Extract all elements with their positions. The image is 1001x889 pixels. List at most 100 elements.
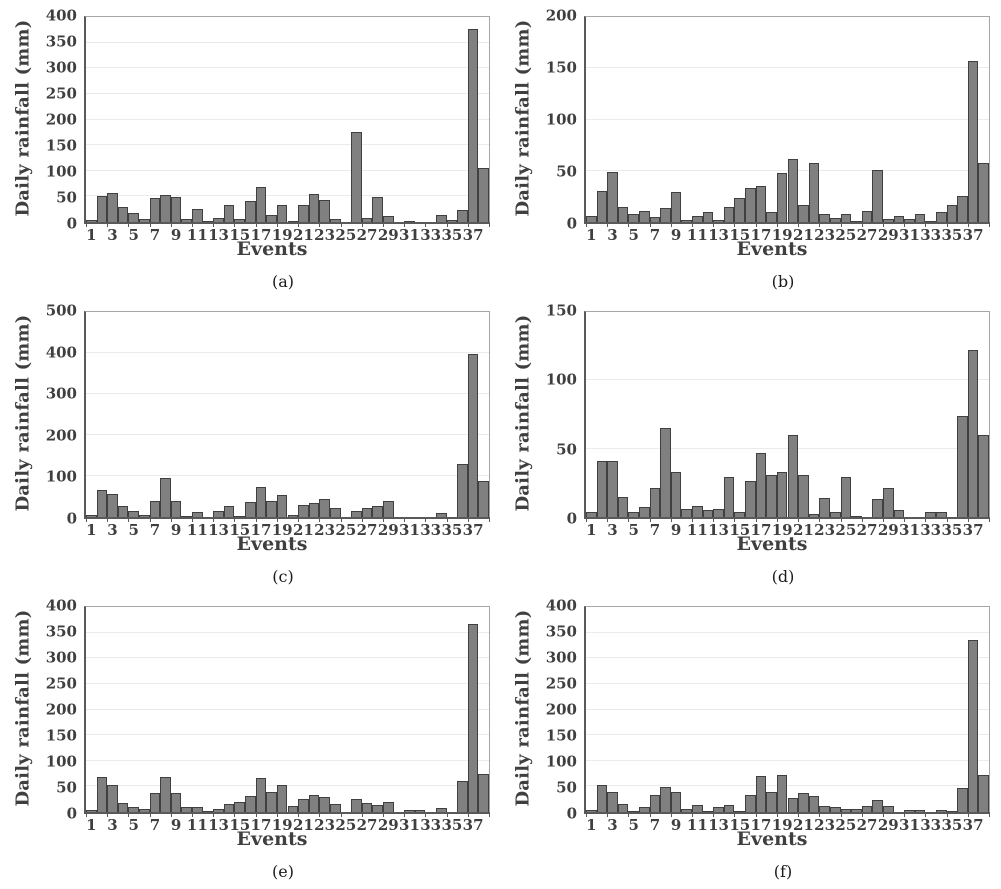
x-tick-mark [670, 222, 672, 227]
chart-b: Daily rainfall (mm) 0 50 100 150 200 1 3 5 7 9 11… [508, 8, 992, 243]
x-tick-mark [967, 517, 969, 522]
x-tick-mark [925, 517, 927, 522]
x-tick-mark [882, 222, 884, 227]
bar-event-15 [234, 219, 246, 222]
y-axis-ticks: 0 50 100 150 200 [538, 8, 584, 231]
x-tick-label: 3 [607, 226, 618, 244]
plot-area: 1 3 5 7 9 11 13 15 17 19 21 23 25 27 29 31 33 35 37 [84, 311, 490, 538]
gridline [86, 708, 489, 710]
x-tick-label: 31 [399, 816, 420, 834]
bar-event-1 [86, 220, 97, 222]
bar-event-33 [925, 220, 936, 222]
bar-event-16 [745, 481, 756, 517]
chart-a: Daily rainfall (mm) 0 50 100 150 200 250 300 35… [8, 8, 492, 243]
bar-event-20 [287, 514, 299, 517]
x-tick-mark [107, 517, 109, 522]
x-tick-label: 27 [856, 521, 878, 539]
x-tick-mark [382, 222, 384, 227]
bar-event-5 [128, 213, 139, 222]
x-tick-mark [298, 812, 300, 817]
x-tick-mark [861, 517, 863, 522]
bar-event-19 [276, 494, 288, 517]
x-tick-mark [607, 812, 609, 817]
y-tick-label: 150 [545, 58, 577, 77]
bar-event-10 [181, 807, 193, 812]
x-tick-mark [628, 222, 630, 227]
y-tick-label: 0 [566, 509, 577, 528]
bar-event-17 [255, 778, 267, 812]
bar-event-4 [617, 803, 629, 812]
bar-event-31 [904, 810, 915, 812]
gridline [586, 785, 989, 787]
x-tick-label: 15 [229, 816, 251, 834]
x-tick-label: 17 [750, 226, 772, 244]
x-tick-mark [649, 517, 651, 522]
y-axis-title: Daily rainfall (mm) [512, 19, 534, 217]
bar-event-21 [298, 504, 309, 517]
x-tick-mark [882, 812, 884, 817]
gridline [86, 195, 489, 197]
bar-event-2 [96, 490, 108, 517]
x-tick-label: 23 [814, 816, 836, 834]
bar-event-12 [202, 811, 214, 812]
bar-event-8 [160, 195, 171, 222]
x-tick-mark [692, 812, 694, 817]
x-tick-mark [298, 517, 300, 522]
y-axis-ticks: 0 50 100 150 200 250 300 350 400 [38, 8, 84, 231]
bar-event-36 [957, 196, 968, 222]
bar-event-9 [170, 792, 182, 812]
y-tick-label: 400 [545, 596, 577, 615]
x-tick-label: 19 [771, 521, 793, 539]
x-tick-label: 1 [586, 816, 597, 834]
x-tick-mark [213, 812, 215, 817]
bar-event-28 [372, 804, 383, 812]
x-tick-label: 19 [771, 816, 793, 834]
bar-event-35 [446, 220, 458, 222]
x-tick-mark [404, 222, 406, 227]
bar-event-38 [978, 435, 989, 517]
y-tick-label: 0 [66, 214, 77, 233]
x-tick-mark [319, 812, 321, 817]
x-tick-mark [361, 517, 363, 522]
bar-event-28 [372, 196, 383, 222]
x-tick-mark [607, 222, 609, 227]
x-tick-mark [776, 517, 778, 522]
x-tick-mark [276, 517, 278, 522]
bar-event-11 [692, 506, 703, 517]
bar-event-1 [86, 515, 97, 517]
plot-area: 1 3 5 7 9 11 13 15 17 19 21 23 25 27 29 31 33 35 37 [584, 16, 990, 243]
gridline [86, 631, 489, 633]
bar-event-14 [723, 477, 735, 517]
gridline [86, 118, 489, 120]
bar-event-4 [117, 803, 129, 812]
bar-event-12 [202, 220, 214, 222]
bar-event-13 [713, 806, 724, 812]
x-tick-label: 21 [292, 816, 314, 834]
bar-event-8 [660, 787, 671, 812]
bar-event-38 [478, 480, 489, 517]
x-tick-mark [467, 222, 469, 227]
bar-event-20 [787, 798, 799, 812]
bar-event-26 [851, 809, 862, 812]
x-tick-mark [882, 517, 884, 522]
bar-event-36 [457, 209, 468, 222]
bar-event-6 [139, 808, 150, 812]
bar-event-4 [617, 206, 629, 222]
bar-event-5 [128, 807, 139, 812]
x-tick-label: 15 [229, 226, 251, 244]
bar-event-28 [872, 169, 883, 222]
y-tick-label: 0 [66, 509, 77, 528]
bar-event-1 [86, 810, 97, 812]
bar-event-2 [596, 191, 608, 222]
bar-event-29 [382, 500, 394, 517]
gridline [86, 682, 489, 684]
y-tick-label: 500 [45, 301, 77, 320]
bar-event-6 [139, 514, 150, 517]
bar-event-25 [840, 809, 852, 812]
bar-event-4 [117, 206, 129, 222]
plot-area: 1 3 5 7 9 11 13 15 17 19 21 23 25 27 29 31 33 35 37 [84, 16, 490, 243]
bar-event-29 [882, 488, 894, 517]
x-tick-label: 1 [86, 521, 97, 539]
plot-area: 1 3 5 7 9 11 13 15 17 19 21 23 25 27 29 31 33 35 37 [584, 606, 990, 833]
bar-event-38 [478, 168, 489, 222]
